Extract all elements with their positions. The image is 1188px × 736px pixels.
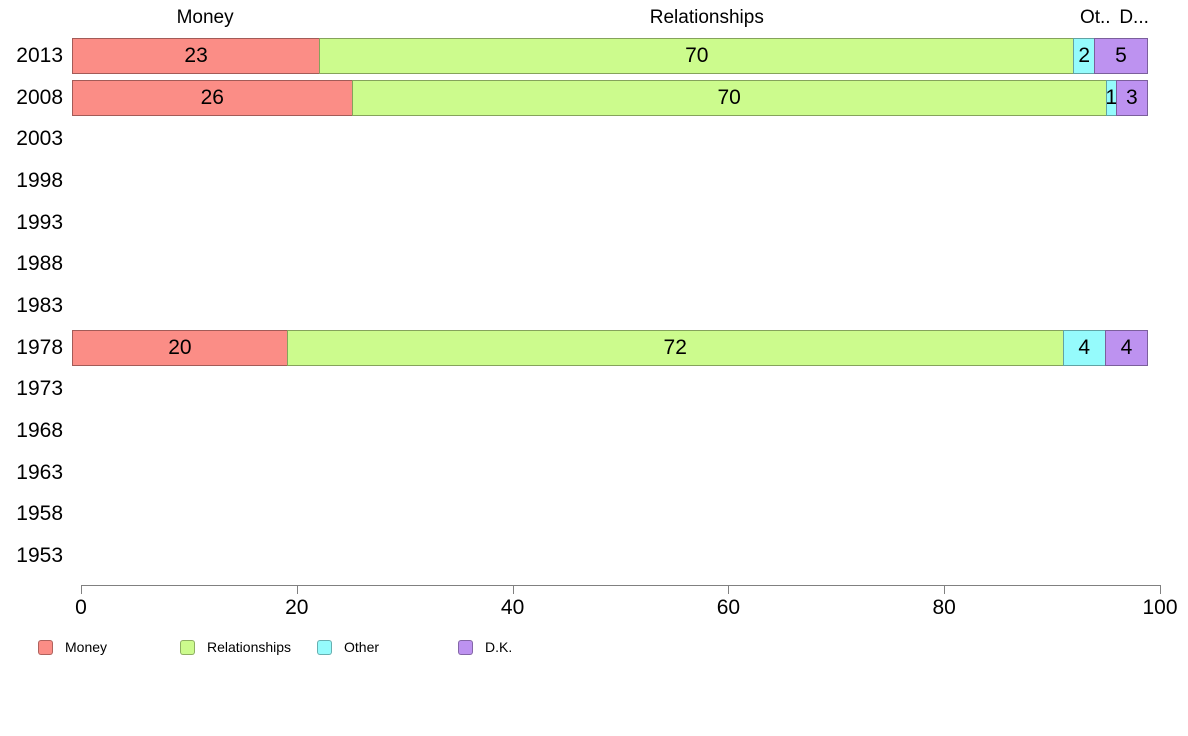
axis-tick-label: 60: [716, 596, 741, 619]
axis-tick-label: 20: [285, 596, 309, 619]
bar-segment-relationships[interactable]: 70: [319, 37, 1075, 74]
bar-track: [72, 205, 1151, 241]
year-label: 2003: [16, 127, 63, 151]
chart-row: 1968: [0, 410, 1160, 452]
chart-row: 1983: [0, 285, 1160, 327]
chart-row: 2013 23 70 2 5: [0, 35, 1160, 77]
axis-tick: [296, 585, 298, 594]
chart-row: 1973: [0, 369, 1160, 411]
bar-value-label: 72: [663, 335, 687, 359]
year-label: 1963: [16, 460, 63, 484]
legend-item-money[interactable]: Money: [38, 639, 107, 655]
bar-segment-relationships[interactable]: 70: [351, 79, 1107, 116]
legend-label: Money: [65, 639, 108, 655]
bar-track: [72, 455, 1151, 491]
year-label: 1983: [16, 293, 63, 317]
axis-tick: [1160, 585, 1161, 594]
column-header-d: D...: [1119, 7, 1149, 28]
bar-segment-other[interactable]: 1: [1105, 79, 1118, 116]
axis-tick: [512, 585, 514, 594]
axis-tick-label: 80: [932, 596, 956, 619]
bar-value-label: 2: [1078, 43, 1091, 67]
bar-segment-other[interactable]: 2: [1073, 37, 1096, 74]
bar-track: 20 72 4 4: [72, 329, 1151, 366]
bar-segment-money[interactable]: 23: [72, 37, 321, 74]
column-headers: Money Relationships Ot.. D...: [81, 0, 1160, 35]
chart-row: 1958: [0, 494, 1160, 536]
chart-row: 1993: [0, 202, 1160, 244]
bar-track: [72, 371, 1151, 407]
legend-swatch-money: [38, 639, 53, 655]
bar-segment-relationships[interactable]: 72: [286, 329, 1064, 366]
bar-value-label: 4: [1120, 335, 1133, 359]
axis-tick-label: 0: [75, 596, 87, 619]
legend-label: D.K.: [485, 639, 513, 655]
bar-track: [72, 288, 1151, 324]
x-axis-line: [81, 585, 1160, 586]
chart-row: 1988: [0, 243, 1160, 285]
legend-item-relationships[interactable]: Relationships: [180, 639, 291, 655]
chart-rows: 2013 23 70 2 5 2008 26 70 1 3 2003 1998 1993 1988 1983…: [0, 35, 1160, 577]
chart-row: 1998: [0, 160, 1160, 202]
year-label: 1958: [16, 502, 63, 526]
axis-tick: [81, 585, 82, 594]
axis-tick-label: 100: [1142, 596, 1178, 619]
bar-value-label: 26: [200, 85, 224, 109]
bar-track: [72, 121, 1151, 157]
axis-tick: [728, 585, 730, 594]
axis-tick: [944, 585, 946, 594]
year-label: 1973: [16, 377, 63, 401]
bar-track: [72, 246, 1151, 282]
chart-row: 1953: [0, 535, 1160, 577]
bar-track: [72, 163, 1151, 199]
column-header-relationships: Relationships: [649, 7, 764, 28]
bar-segment-dk[interactable]: 3: [1115, 79, 1148, 116]
chart-row: 2008 26 70 1 3: [0, 77, 1160, 119]
bar-segment-other[interactable]: 4: [1062, 329, 1106, 366]
chart-row: 1963: [0, 452, 1160, 494]
year-label: 1968: [16, 419, 63, 443]
legend-item-other[interactable]: Other: [317, 639, 379, 655]
bar-value-label: 5: [1115, 43, 1127, 67]
year-label: 2008: [16, 85, 63, 109]
bar-value-label: 4: [1078, 335, 1091, 359]
legend-swatch-other: [317, 639, 332, 655]
bar-value-label: 70: [717, 85, 741, 109]
bar-track: [72, 538, 1151, 574]
year-label: 1993: [16, 210, 63, 234]
legend-swatch-relationships: [180, 639, 195, 655]
axis-tick-label: 40: [500, 596, 525, 619]
year-label: 2013: [16, 43, 63, 67]
legend-item-dk[interactable]: D.K.: [458, 639, 512, 655]
chart-row: 2003: [0, 118, 1160, 160]
bar-value-label: 3: [1125, 85, 1138, 109]
legend-swatch-dk: [458, 639, 473, 655]
column-header-money: Money: [176, 7, 234, 28]
legend-label: Other: [344, 639, 380, 655]
bar-segment-dk[interactable]: 4: [1104, 329, 1148, 366]
bar-value-label: 1: [1105, 85, 1118, 109]
year-label: 1978: [16, 335, 63, 359]
bar-segment-money[interactable]: 26: [72, 79, 353, 116]
year-label: 1953: [16, 544, 63, 568]
year-label: 1988: [16, 252, 63, 276]
bar-track: [72, 413, 1151, 449]
bar-value-label: 70: [685, 43, 709, 67]
year-label: 1998: [16, 168, 63, 192]
bar-value-label: 20: [168, 335, 192, 359]
legend: Money Relationships Other D.K.: [0, 639, 1188, 657]
bar-value-label: 23: [184, 43, 208, 67]
bar-segment-money[interactable]: 20: [72, 329, 288, 366]
legend-label: Relationships: [207, 639, 292, 655]
column-header-ot: Ot..: [1079, 7, 1111, 28]
x-axis: 0 20 40 60 80 100: [75, 585, 1178, 625]
bar-track: 23 70 2 5: [72, 37, 1151, 74]
bar-track: [72, 496, 1151, 532]
chart-row: 1978 20 72 4 4: [0, 327, 1160, 369]
bar-track: 26 70 1 3: [72, 79, 1151, 116]
bar-segment-dk[interactable]: 5: [1094, 37, 1148, 74]
